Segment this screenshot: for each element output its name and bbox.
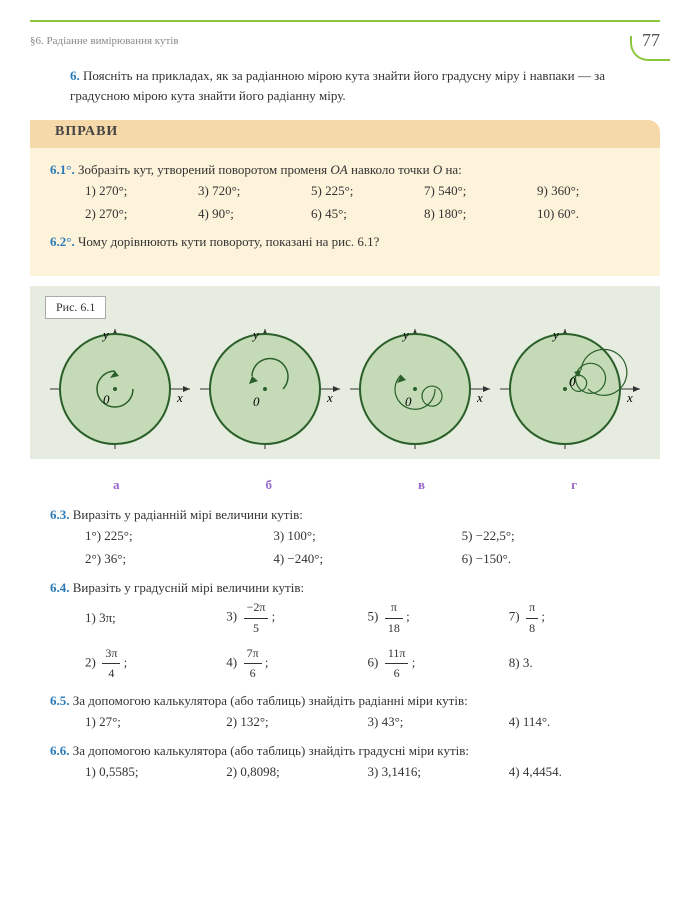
list-item: 8) 3. <box>509 653 640 674</box>
tab-shape: ВПРАВИ <box>30 120 230 148</box>
header-rule <box>30 20 660 22</box>
unit-circle-a: 0 x y <box>45 324 195 454</box>
list-item: 9) 360°; <box>537 181 640 202</box>
page-number-wrap: 77 <box>642 30 660 51</box>
list-item: 6) −150°. <box>462 549 640 570</box>
list-item: 1) 270°; <box>85 181 188 202</box>
list-item: 2) 0,8098; <box>226 762 357 783</box>
svg-text:0: 0 <box>103 392 110 407</box>
svg-text:y: y <box>551 327 559 342</box>
question-text: Поясніть на прикладах, як за радіанною м… <box>70 68 605 103</box>
list-item: 4) −240°; <box>273 549 451 570</box>
list-item: 4) 7π6 ; <box>226 644 357 683</box>
exercise-text: За допомогою калькулятора (або таблиць) … <box>73 743 469 758</box>
svg-text:x: x <box>326 390 333 405</box>
variable-oa: OA <box>330 162 347 177</box>
exercise-text: Чому дорівнюють кути повороту, показані … <box>78 234 379 249</box>
exercise-text: Зобразіть кут, утворений поворотом проме… <box>78 162 330 177</box>
question-number: 6. <box>70 68 80 83</box>
exercise-number: 6.1°. <box>50 162 75 177</box>
exercise-6-4: 6.4. Виразіть у градусній мірі величини … <box>50 578 640 684</box>
list-item: 10) 60°. <box>537 204 640 225</box>
exercise-6-1: 6.1°. Зобразіть кут, утворений поворотом… <box>50 160 640 224</box>
exercise-6-1-items: 1) 270°; 3) 720°; 5) 225°; 7) 540°; 9) 3… <box>85 181 640 225</box>
exercise-text-2: навколо точки <box>348 162 433 177</box>
page-header: §6. Радіанне вимірювання кутів 77 <box>30 30 660 51</box>
list-item: 3) −2π5 ; <box>226 598 357 637</box>
list-item: 6) 11π6 ; <box>368 644 499 683</box>
exercise-number: 6.3. <box>50 507 70 522</box>
exercise-text: За допомогою калькулятора (або таблиць) … <box>73 693 468 708</box>
list-item: 2) 132°; <box>226 712 357 733</box>
question-6: 6. Поясніть на прикладах, як за радіанно… <box>70 66 660 105</box>
exercise-text-3: на: <box>442 162 462 177</box>
svg-text:y: y <box>401 327 409 342</box>
list-item: 1) 27°; <box>85 712 216 733</box>
exercise-6-3: 6.3. Виразіть у радіанній мірі величини … <box>50 505 640 569</box>
list-item: 8) 180°; <box>424 204 527 225</box>
list-item: 5) π18 ; <box>368 598 499 637</box>
list-item: 3) 43°; <box>368 712 499 733</box>
exercise-6-2: 6.2°. Чому дорівнюють кути повороту, пок… <box>50 232 640 253</box>
exercise-number: 6.6. <box>50 743 70 758</box>
list-item: 5) −22,5°; <box>462 526 640 547</box>
sublabel-b: б <box>266 477 273 493</box>
list-item: 4) 114°. <box>509 712 640 733</box>
svg-text:0: 0 <box>569 374 576 389</box>
exercises-section: ВПРАВИ 6.1°. Зобразіть кут, утворений по… <box>30 120 660 276</box>
list-item: 3) 100°; <box>273 526 451 547</box>
unit-circle-d: 0 x y <box>495 324 645 454</box>
list-item: 1) 3π; <box>85 608 216 629</box>
list-item: 2) 3π4 ; <box>85 644 216 683</box>
list-item: 4) 4,4454. <box>509 762 640 783</box>
svg-text:0: 0 <box>405 394 412 409</box>
figure-label: Рис. 6.1 <box>45 296 106 319</box>
exercise-number: 6.5. <box>50 693 70 708</box>
svg-text:x: x <box>176 390 183 405</box>
list-item: 5) 225°; <box>311 181 414 202</box>
svg-text:0: 0 <box>253 394 260 409</box>
svg-text:y: y <box>251 327 259 342</box>
exercise-6-6-items: 1) 0,5585; 2) 0,8098; 3) 3,1416; 4) 4,44… <box>85 762 640 783</box>
list-item: 4) 90°; <box>198 204 301 225</box>
svg-text:x: x <box>626 390 633 405</box>
sublabel-c: в <box>418 477 425 493</box>
sublabel-a: а <box>113 477 120 493</box>
list-item: 3) 3,1416; <box>368 762 499 783</box>
page-curve-decoration <box>630 36 670 61</box>
figure-sublabels: а б в г <box>30 469 660 493</box>
list-item: 6) 45°; <box>311 204 414 225</box>
list-item: 1°) 225°; <box>85 526 263 547</box>
exercise-6-6: 6.6. За допомогою калькулятора (або табл… <box>50 741 640 783</box>
exercise-6-3-items: 1°) 225°; 3) 100°; 5) −22,5°; 2°) 36°; 4… <box>85 526 640 570</box>
sublabel-d: г <box>571 477 577 493</box>
exercise-text: Виразіть у радіанній мірі величини кутів… <box>73 507 303 522</box>
circles-row: 0 x y 0 x y <box>45 324 645 454</box>
exercises-highlighted-body: 6.1°. Зобразіть кут, утворений поворотом… <box>30 148 660 276</box>
exercise-number: 6.2°. <box>50 234 75 249</box>
exercise-number: 6.4. <box>50 580 70 595</box>
variable-o: O <box>433 162 442 177</box>
list-item: 2°) 36°; <box>85 549 263 570</box>
list-item: 7) 540°; <box>424 181 527 202</box>
unit-circle-c: 0 x y <box>345 324 495 454</box>
exercises-label: ВПРАВИ <box>55 124 118 140</box>
list-item: 1) 0,5585; <box>85 762 216 783</box>
list-item: 2) 270°; <box>85 204 188 225</box>
unit-circle-b: 0 x y <box>195 324 345 454</box>
exercise-text: Виразіть у градусній мірі величини кутів… <box>73 580 304 595</box>
main-exercises: 6.3. Виразіть у радіанній мірі величини … <box>30 505 660 782</box>
exercise-6-5-items: 1) 27°; 2) 132°; 3) 43°; 4) 114°. <box>85 712 640 733</box>
section-title: §6. Радіанне вимірювання кутів <box>30 35 179 47</box>
svg-text:y: y <box>101 327 109 342</box>
list-item: 3) 720°; <box>198 181 301 202</box>
exercise-6-5: 6.5. За допомогою калькулятора (або табл… <box>50 691 640 733</box>
exercise-6-4-row1: 1) 3π; 3) −2π5 ; 5) π18 ; 7) π8 ; <box>85 598 640 637</box>
list-item: 7) π8 ; <box>509 598 640 637</box>
page-container: §6. Радіанне вимірювання кутів 77 6. Поя… <box>0 0 690 810</box>
svg-text:x: x <box>476 390 483 405</box>
exercise-6-4-row2: 2) 3π4 ; 4) 7π6 ; 6) 11π6 ; 8) 3. <box>85 644 640 683</box>
figure-6-1: Рис. 6.1 0 x y <box>30 286 660 459</box>
